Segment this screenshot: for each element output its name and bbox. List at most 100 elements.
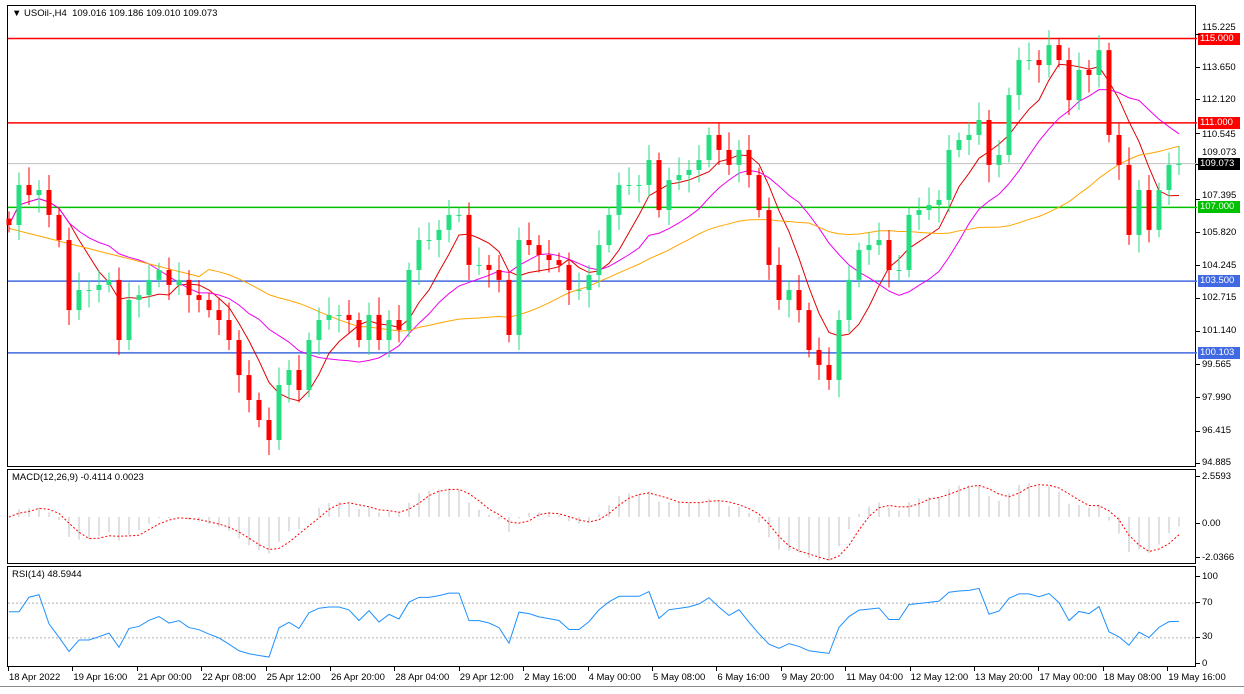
candle-body: [1046, 45, 1052, 66]
price-axis-tick: [1196, 297, 1200, 299]
candle-body: [1026, 60, 1032, 62]
candle-body: [826, 364, 832, 380]
time-axis-label: 9 May 20:00: [781, 672, 835, 683]
candle-body: [156, 269, 162, 280]
time-axis-tick: [652, 667, 653, 671]
candle-body: [876, 240, 882, 246]
time-axis-tick: [72, 667, 74, 671]
time-axis-tick: [201, 667, 203, 671]
candle-body: [1176, 163, 1182, 165]
candle-body: [736, 149, 742, 165]
candle-body: [466, 214, 472, 265]
time-axis-tick: [1102, 667, 1104, 671]
candle-body: [846, 279, 852, 320]
candle-body: [746, 149, 752, 176]
candle-body: [986, 119, 992, 165]
rsi-pane[interactable]: RSI(14) 48.5944: [7, 566, 1197, 667]
macd-axis-label: -2.0366: [1202, 551, 1235, 563]
candle-body: [476, 264, 482, 266]
candle-body: [366, 314, 372, 341]
candle-body: [26, 184, 32, 196]
candle-body: [56, 214, 62, 241]
candle-body: [186, 279, 192, 296]
candle-body: [166, 269, 172, 285]
macd-axis-tick: [1196, 476, 1200, 477]
candle-body: [396, 319, 402, 330]
price-axis-tick: [1196, 132, 1200, 134]
candle-body: [266, 420, 272, 441]
price-axis-tick: [1196, 265, 1200, 267]
candle-body: [1096, 50, 1102, 76]
level-price-label: 103.500: [1198, 275, 1240, 288]
price-axis-label: 115.225: [1202, 21, 1236, 33]
candle-body: [886, 240, 892, 270]
price-axis-tick: [1196, 163, 1200, 165]
macd-signal-line: [8, 484, 1180, 561]
price-axis-label: 107.395: [1202, 190, 1237, 202]
candle-body: [486, 264, 492, 270]
price-axis-label: 104.245: [1202, 259, 1237, 271]
price-axis-label: 110.545: [1202, 128, 1236, 140]
candle-body: [286, 369, 292, 385]
candle-body: [726, 149, 732, 165]
time-axis-tick: [265, 667, 267, 671]
candle-body: [76, 290, 82, 311]
candle-body: [126, 299, 132, 341]
candle-body: [1016, 60, 1022, 96]
symbol-label: USOil-,H4: [24, 8, 67, 19]
time-axis-label: 18 Apr 2022: [9, 672, 61, 683]
candle-body: [516, 240, 522, 335]
time-axis-label: 17 May 00:00: [1039, 672, 1097, 683]
price-axis-tick: [1196, 232, 1200, 234]
dropdown-triangle-icon[interactable]: ▼: [12, 8, 25, 19]
ma-mid-line: [8, 89, 1180, 363]
candle-body: [766, 210, 772, 265]
candle-body: [606, 214, 612, 246]
time-axis-tick: [458, 667, 460, 671]
candle-body: [296, 369, 302, 391]
candle-body: [6, 218, 12, 226]
candle-body: [786, 290, 792, 300]
candle-body: [526, 240, 532, 246]
candle-body: [236, 340, 242, 376]
rsi-axis-tick: [1196, 636, 1200, 638]
candle-body: [86, 290, 92, 292]
candle-body: [916, 210, 922, 215]
macd-canvas: [8, 483, 1180, 561]
candle-body: [216, 310, 222, 320]
price-axis-tick: [1196, 364, 1200, 366]
macd-pane[interactable]: MACD(12,26,9) -0.4114 0.0023: [7, 469, 1196, 564]
price-chart-canvas[interactable]: [6, 6, 1197, 468]
candle-body: [96, 284, 102, 291]
candle-body: [66, 240, 72, 311]
rsi-axis-tick: [1196, 602, 1200, 604]
candle-body: [1146, 190, 1152, 230]
candle-body: [796, 290, 802, 311]
level-price-label: 100.103: [1198, 346, 1240, 359]
candle-body: [1056, 45, 1062, 61]
candle-body: [556, 260, 562, 265]
price-axis-label: 113.650: [1202, 61, 1236, 73]
candle-body: [716, 134, 722, 150]
time-axis-tick: [394, 667, 396, 671]
price-axis-label: 102.715: [1202, 292, 1237, 304]
current-price-label: 109.073: [1198, 157, 1240, 170]
rsi-axis-label: 30: [1202, 631, 1213, 643]
rsi-axis-label: 70: [1202, 596, 1213, 608]
time-axis-tick: [1167, 667, 1169, 671]
ma-fast-line: [8, 63, 1180, 402]
time-axis-label: 4 May 00:00: [588, 672, 641, 683]
candle-body: [146, 279, 152, 296]
rsi-axis-label: 100: [1202, 570, 1218, 582]
candle-body: [376, 314, 382, 341]
time-axis-tick: [845, 667, 847, 671]
candle-body: [256, 399, 262, 421]
price-axis-tick: [1196, 33, 1200, 35]
candle-body: [806, 310, 812, 350]
candle-body: [596, 245, 602, 276]
time-axis-tick: [909, 667, 911, 671]
time-axis-tick: [8, 667, 9, 671]
time-axis-label: 11 May 04:00: [846, 672, 904, 683]
ohlc-high: 109.186: [109, 8, 144, 19]
price-chart-pane[interactable]: ▼ USOil-,H4 109.016 109.186 109.010 109.…: [6, 5, 1197, 468]
